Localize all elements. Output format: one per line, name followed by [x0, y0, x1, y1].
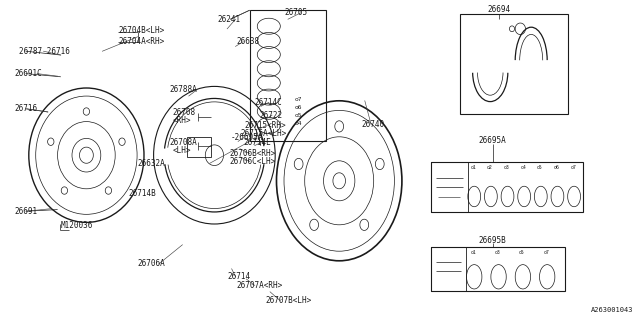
Text: o5: o5 [519, 250, 525, 255]
Text: 26714E: 26714E [243, 138, 271, 147]
Bar [250, 10, 326, 141]
Text: 26704B<LH>: 26704B<LH> [118, 26, 164, 35]
Text: 26714: 26714 [227, 272, 250, 281]
Text: o5: o5 [537, 165, 543, 170]
Bar [431, 162, 468, 212]
Text: 26632A: 26632A [138, 159, 165, 168]
Text: 26704A<RH>: 26704A<RH> [118, 37, 164, 46]
Text: 26714B: 26714B [128, 189, 156, 198]
Text: 26788A: 26788A [170, 85, 197, 94]
Text: 26705: 26705 [285, 8, 308, 17]
Text: 26706A: 26706A [138, 260, 165, 268]
Text: A263001043: A263001043 [591, 307, 634, 313]
Text: o4: o4 [520, 165, 526, 170]
Bar [460, 14, 568, 114]
Text: o7: o7 [570, 165, 576, 170]
Bar [187, 137, 211, 157]
Text: o4: o4 [294, 121, 302, 126]
Text: o7: o7 [543, 250, 549, 255]
Text: 26722: 26722 [259, 111, 282, 120]
Text: o7: o7 [294, 97, 302, 102]
Text: o1: o1 [470, 165, 476, 170]
Text: 26638: 26638 [237, 37, 260, 46]
Text: 26706C<LH>: 26706C<LH> [229, 157, 275, 166]
Text: 26695A: 26695A [479, 136, 507, 145]
Text: 26740: 26740 [362, 120, 385, 129]
Text: 26708: 26708 [173, 108, 196, 117]
Text: 26708A: 26708A [170, 138, 197, 147]
Bar [431, 247, 466, 291]
Text: o2: o2 [487, 165, 493, 170]
Text: o5: o5 [294, 113, 302, 118]
Text: -26695A: -26695A [230, 133, 263, 142]
Text: o3: o3 [504, 165, 509, 170]
Text: 26691: 26691 [14, 207, 37, 216]
Text: 26714C: 26714C [254, 98, 282, 107]
Text: 26694: 26694 [488, 5, 511, 14]
Text: 26715<RH>: 26715<RH> [244, 121, 286, 130]
Text: <LH>: <LH> [173, 146, 191, 155]
Text: 26715A<LH>: 26715A<LH> [241, 129, 287, 138]
Text: M120036: M120036 [61, 221, 93, 230]
Text: o6: o6 [294, 105, 302, 110]
Text: 26241: 26241 [218, 15, 241, 24]
Text: o3: o3 [495, 250, 500, 255]
Text: o6: o6 [554, 165, 559, 170]
Text: 26706B<RH>: 26706B<RH> [229, 149, 275, 158]
Text: 26787 26716: 26787 26716 [19, 47, 70, 56]
Bar [431, 247, 565, 291]
Text: 26695B: 26695B [479, 236, 507, 245]
Text: 26691C: 26691C [14, 69, 42, 78]
Bar [431, 162, 583, 212]
Text: <RH>: <RH> [173, 116, 191, 125]
Text: 26707B<LH>: 26707B<LH> [266, 296, 312, 305]
Text: o1: o1 [470, 250, 476, 255]
Text: 26716: 26716 [14, 104, 37, 113]
Text: 26707A<RH>: 26707A<RH> [237, 281, 283, 290]
